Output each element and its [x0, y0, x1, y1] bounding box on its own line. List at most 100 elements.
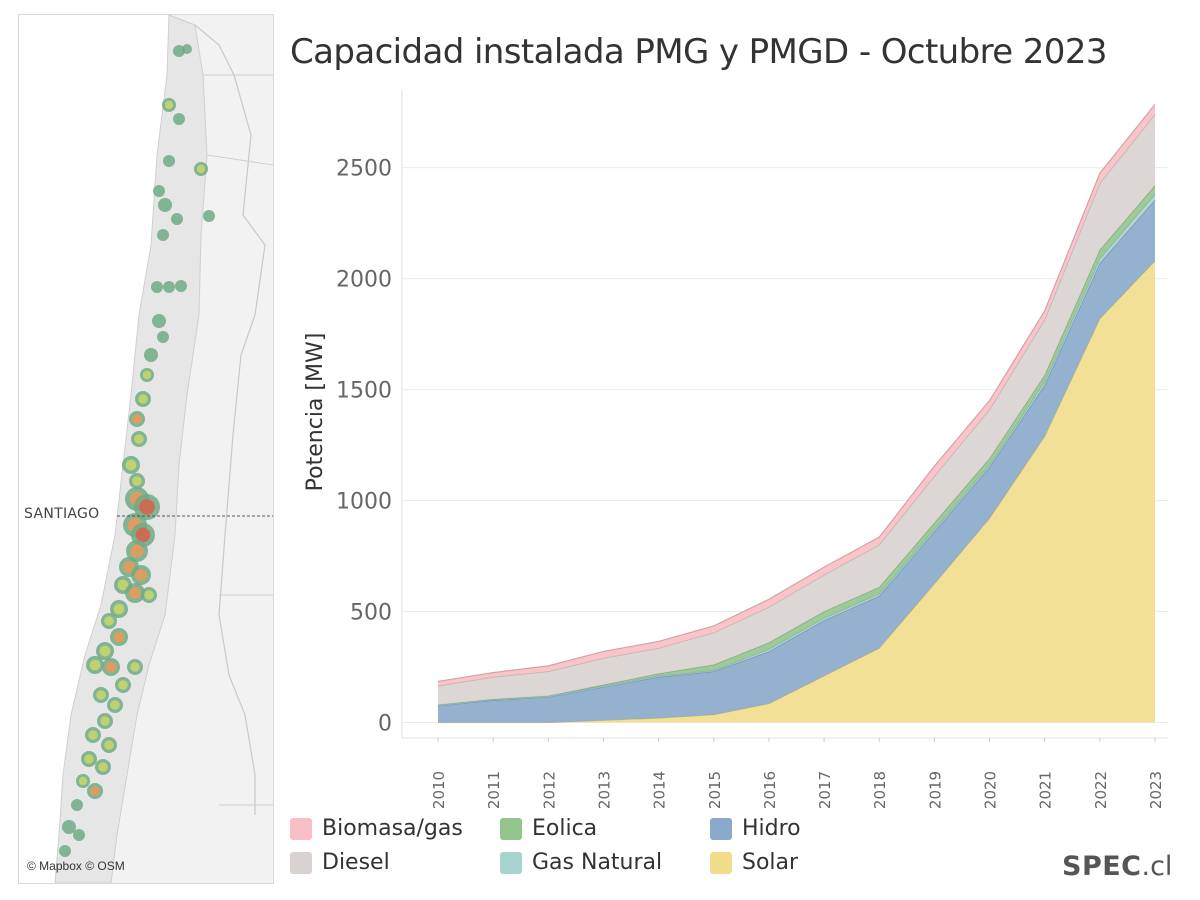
area-edge: [437, 104, 1156, 683]
area-hidro: [438, 199, 1155, 723]
heat-spot-core: [89, 659, 101, 671]
map-credit: © Mapbox © OSM: [27, 859, 125, 873]
x-tick-label: 2013: [595, 771, 613, 809]
x-tick-label: 2015: [706, 771, 724, 809]
heat-spot: [152, 314, 166, 328]
x-tick-label: 2017: [816, 771, 834, 809]
legend-swatch-eolica: [500, 817, 522, 840]
heat-spot-core: [99, 645, 111, 657]
heat-spot: [71, 799, 83, 811]
y-tick-label: 2000: [336, 268, 392, 293]
legend-label-eolica: Eolica: [532, 816, 598, 841]
heat-spot-core: [132, 414, 142, 424]
legend-item-hidro: Hidro: [710, 816, 801, 841]
heat-spot: [62, 820, 76, 834]
santiago-label: SANTIAGO: [24, 506, 100, 522]
heat-spot-core: [144, 590, 154, 600]
heat-spot-core: [88, 730, 98, 740]
legend-item-diesel: Diesel: [290, 850, 390, 875]
heat-spot-core: [78, 776, 88, 786]
heat-spot-core: [125, 459, 137, 471]
heat-spot-core: [130, 544, 144, 558]
heat-spot: [173, 45, 185, 57]
legend-label-biomasa: Biomasa/gas: [322, 816, 463, 841]
heat-spot-core: [135, 569, 147, 581]
legend-label-hidro: Hidro: [742, 816, 801, 841]
heat-spot: [171, 213, 183, 225]
x-tick-label: 2010: [430, 771, 448, 809]
y-tick-label: 2500: [336, 157, 392, 182]
legend-swatch-gas-natural: [500, 851, 522, 874]
heat-spot: [73, 829, 85, 841]
legend-item-eolica: Eolica: [500, 816, 597, 841]
heat-spot-core: [135, 527, 151, 543]
heat-spot-core: [113, 631, 125, 643]
legend-swatch-solar: [710, 851, 732, 874]
heat-spot: [157, 331, 169, 343]
heat-spot: [182, 44, 192, 54]
area-layer: [437, 104, 1156, 724]
heat-spot: [173, 113, 185, 125]
heat-spot-core: [118, 680, 128, 690]
heat-spot-core: [132, 476, 142, 486]
heat-spot: [163, 281, 175, 293]
y-tick-label: 1500: [336, 379, 392, 404]
heat-spot-core: [196, 164, 206, 174]
legend-swatch-hidro: [710, 817, 732, 840]
heat-spot-core: [117, 579, 129, 591]
heat-spot: [175, 280, 187, 292]
legend-item-gas-natural: Gas Natural: [500, 850, 662, 875]
heat-spot-core: [104, 616, 114, 626]
heat-spot-core: [98, 762, 108, 772]
x-tick-label: 2023: [1147, 771, 1165, 809]
y-tick-label: 500: [350, 601, 392, 626]
x-tick-label: 2011: [485, 771, 503, 809]
legend-swatch-diesel: [290, 851, 312, 874]
x-tick-label: 2020: [982, 771, 1000, 809]
heat-spot: [157, 229, 169, 241]
heat-spot-core: [105, 661, 117, 673]
legend-item-solar: Solar: [710, 850, 798, 875]
y-tick-label: 1000: [336, 490, 392, 515]
heat-spot-core: [164, 100, 174, 110]
heat-spot: [163, 155, 175, 167]
legend-label-solar: Solar: [742, 850, 799, 875]
x-tick-label: 2022: [1092, 771, 1110, 809]
area-diesel: [438, 114, 1155, 705]
heat-spot-core: [134, 434, 144, 444]
brand-name: SPEC: [1062, 851, 1142, 882]
heat-spots: [59, 44, 215, 857]
heat-spot: [203, 210, 215, 222]
x-tick-label: 2014: [651, 771, 669, 809]
axis-layer: 0 500 1000 1500 2000 2500 2010 2011 2012 2013 2014…: [336, 90, 1168, 809]
legend-label-gas-natural: Gas Natural: [532, 850, 663, 875]
heat-spot-core: [110, 700, 120, 710]
heat-spot-core: [100, 716, 110, 726]
area-solar: [438, 260, 1155, 723]
chile-heatmap: [19, 15, 273, 883]
brand-suffix: .cl: [1141, 851, 1173, 882]
map-panel: SANTIAGO © Mapbox © OSM: [18, 14, 274, 884]
heat-spot: [151, 281, 163, 293]
heat-spot-core: [104, 740, 114, 750]
heat-spot: [153, 185, 165, 197]
legend-swatch-biomasa: [290, 817, 312, 840]
heat-spot-core: [123, 561, 135, 573]
x-tick-label: 2019: [926, 771, 944, 809]
brand-logo: SPEC.cl: [1062, 851, 1172, 882]
legend-label-diesel: Diesel: [322, 850, 390, 875]
heat-spot-core: [113, 603, 125, 615]
heat-spot: [59, 845, 71, 857]
heat-spot: [144, 348, 158, 362]
x-tick-label: 2016: [761, 771, 779, 809]
legend-item-biomasa: Biomasa/gas: [290, 816, 463, 841]
x-tick-label: 2021: [1037, 771, 1055, 809]
heat-spot-core: [139, 499, 155, 515]
heat-spot-core: [129, 587, 141, 599]
heat-spot-core: [138, 394, 148, 404]
chart-title: Capacidad instalada PMG y PMGD - Octubre…: [290, 32, 1108, 72]
y-axis-label: Potencia [MW]: [303, 333, 328, 492]
heat-spot-core: [84, 754, 94, 764]
x-tick-label: 2018: [871, 771, 889, 809]
